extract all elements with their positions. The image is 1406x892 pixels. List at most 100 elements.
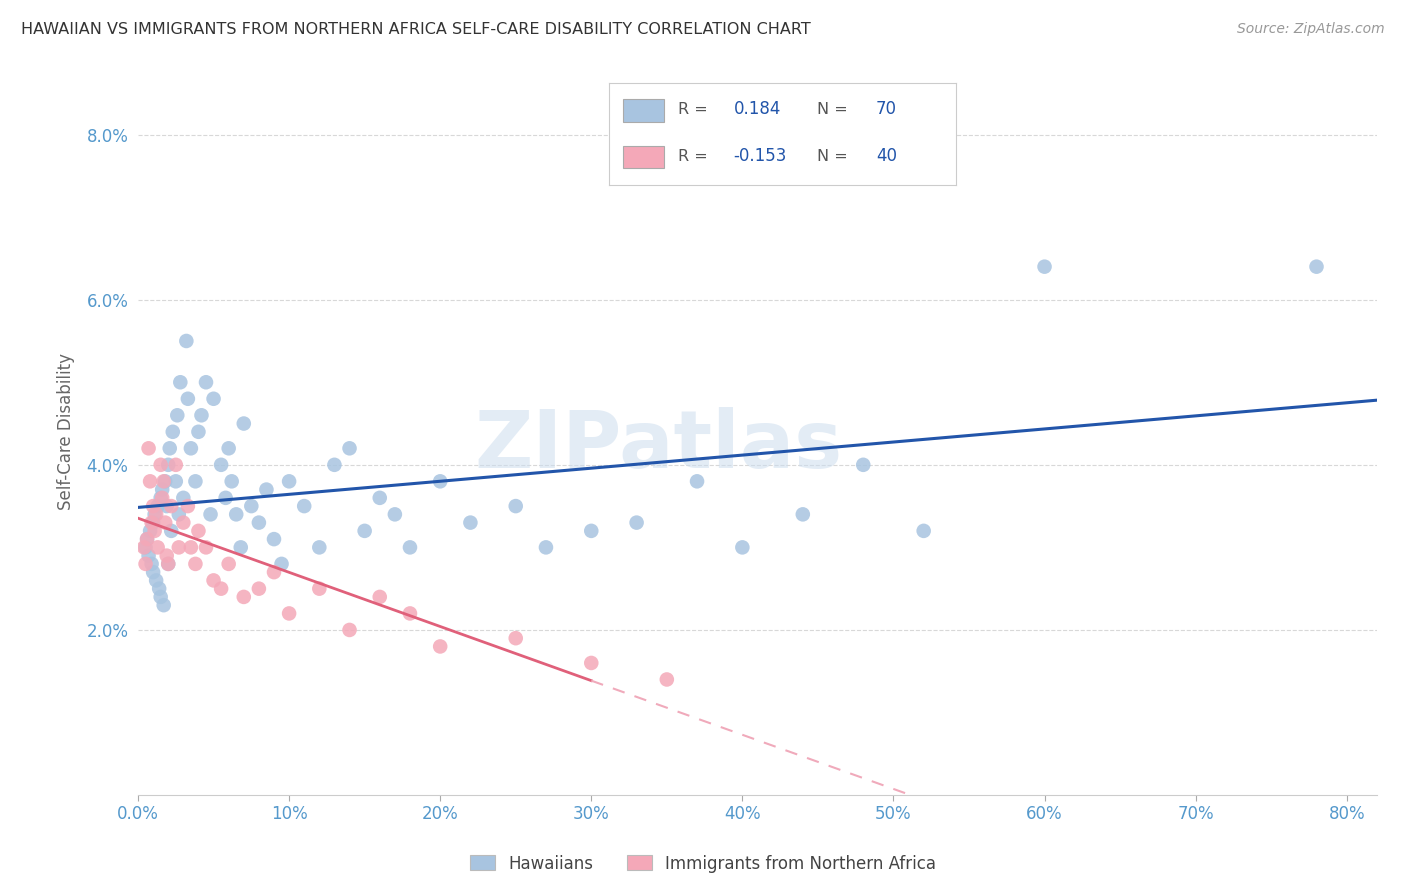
Point [167,508,190,522]
Point [368,491,391,505]
Point [136,532,159,546]
Point [190,409,212,423]
Point [180,442,202,456]
Text: Source: ZipAtlas.com: Source: ZipAtlas.com [1237,22,1385,37]
Point [505,631,527,645]
Point [165,475,187,489]
Point [152,598,174,612]
Point [180,541,202,555]
Point [138,442,160,456]
Point [912,524,935,538]
Point [167,541,190,555]
Point [263,532,285,546]
Point [146,541,169,555]
Point [184,557,207,571]
Point [626,516,648,530]
Point [1033,260,1056,274]
Point [143,524,166,538]
Point [202,392,225,406]
Point [152,475,174,489]
Point [505,499,527,513]
Point [460,516,482,530]
Point [157,458,180,472]
Point [534,541,557,555]
Point [581,656,603,670]
Point [142,516,165,530]
Point [339,442,361,456]
Point [731,541,754,555]
Text: ZIPatlas: ZIPatlas [474,408,842,485]
Point [142,565,165,579]
Point [149,590,172,604]
Point [177,392,200,406]
Point [150,483,173,497]
Point [232,590,254,604]
Point [139,524,162,538]
Point [145,508,167,522]
Point [142,499,165,513]
Point [209,458,232,472]
Point [139,475,162,489]
Point [195,376,218,390]
Point [1305,260,1327,274]
Point [292,499,315,513]
Point [278,607,301,621]
Point [187,425,209,439]
Point [146,499,169,513]
Point [353,524,375,538]
Point [195,541,218,555]
Point [132,541,155,555]
Point [263,565,285,579]
Point [160,524,183,538]
Point [135,541,157,555]
Point [278,475,301,489]
Point [225,508,247,522]
Point [141,557,163,571]
Point [157,557,180,571]
Point [165,458,187,472]
Point [149,491,172,505]
Point [429,475,451,489]
Point [792,508,814,522]
Point [177,499,200,513]
Point [156,549,179,563]
Text: HAWAIIAN VS IMMIGRANTS FROM NORTHERN AFRICA SELF-CARE DISABILITY CORRELATION CHA: HAWAIIAN VS IMMIGRANTS FROM NORTHERN AFR… [21,22,811,37]
Point [169,376,191,390]
Point [172,516,194,530]
Point [232,417,254,431]
Point [209,582,232,596]
Legend: Hawaiians, Immigrants from Northern Africa: Hawaiians, Immigrants from Northern Afri… [464,848,942,880]
Point [218,557,240,571]
Y-axis label: Self-Care Disability: Self-Care Disability [58,353,75,510]
Point [156,499,179,513]
Point [138,549,160,563]
Point [157,557,180,571]
Point [148,582,170,596]
Point [202,574,225,588]
Point [172,491,194,505]
Point [399,541,422,555]
Point [149,458,172,472]
Point [229,541,252,555]
Point [176,334,198,348]
Point [187,524,209,538]
Point [247,582,270,596]
Point [686,475,709,489]
Point [368,590,391,604]
Point [308,582,330,596]
Point [308,541,330,555]
Point [247,516,270,530]
Point [218,442,240,456]
Point [143,508,166,522]
Point [184,475,207,489]
Point [256,483,278,497]
Point [240,499,263,513]
Point [399,607,422,621]
Point [155,475,177,489]
Point [429,640,451,654]
Point [136,532,159,546]
Point [200,508,222,522]
Point [155,516,177,530]
Point [145,574,167,588]
Point [166,409,188,423]
